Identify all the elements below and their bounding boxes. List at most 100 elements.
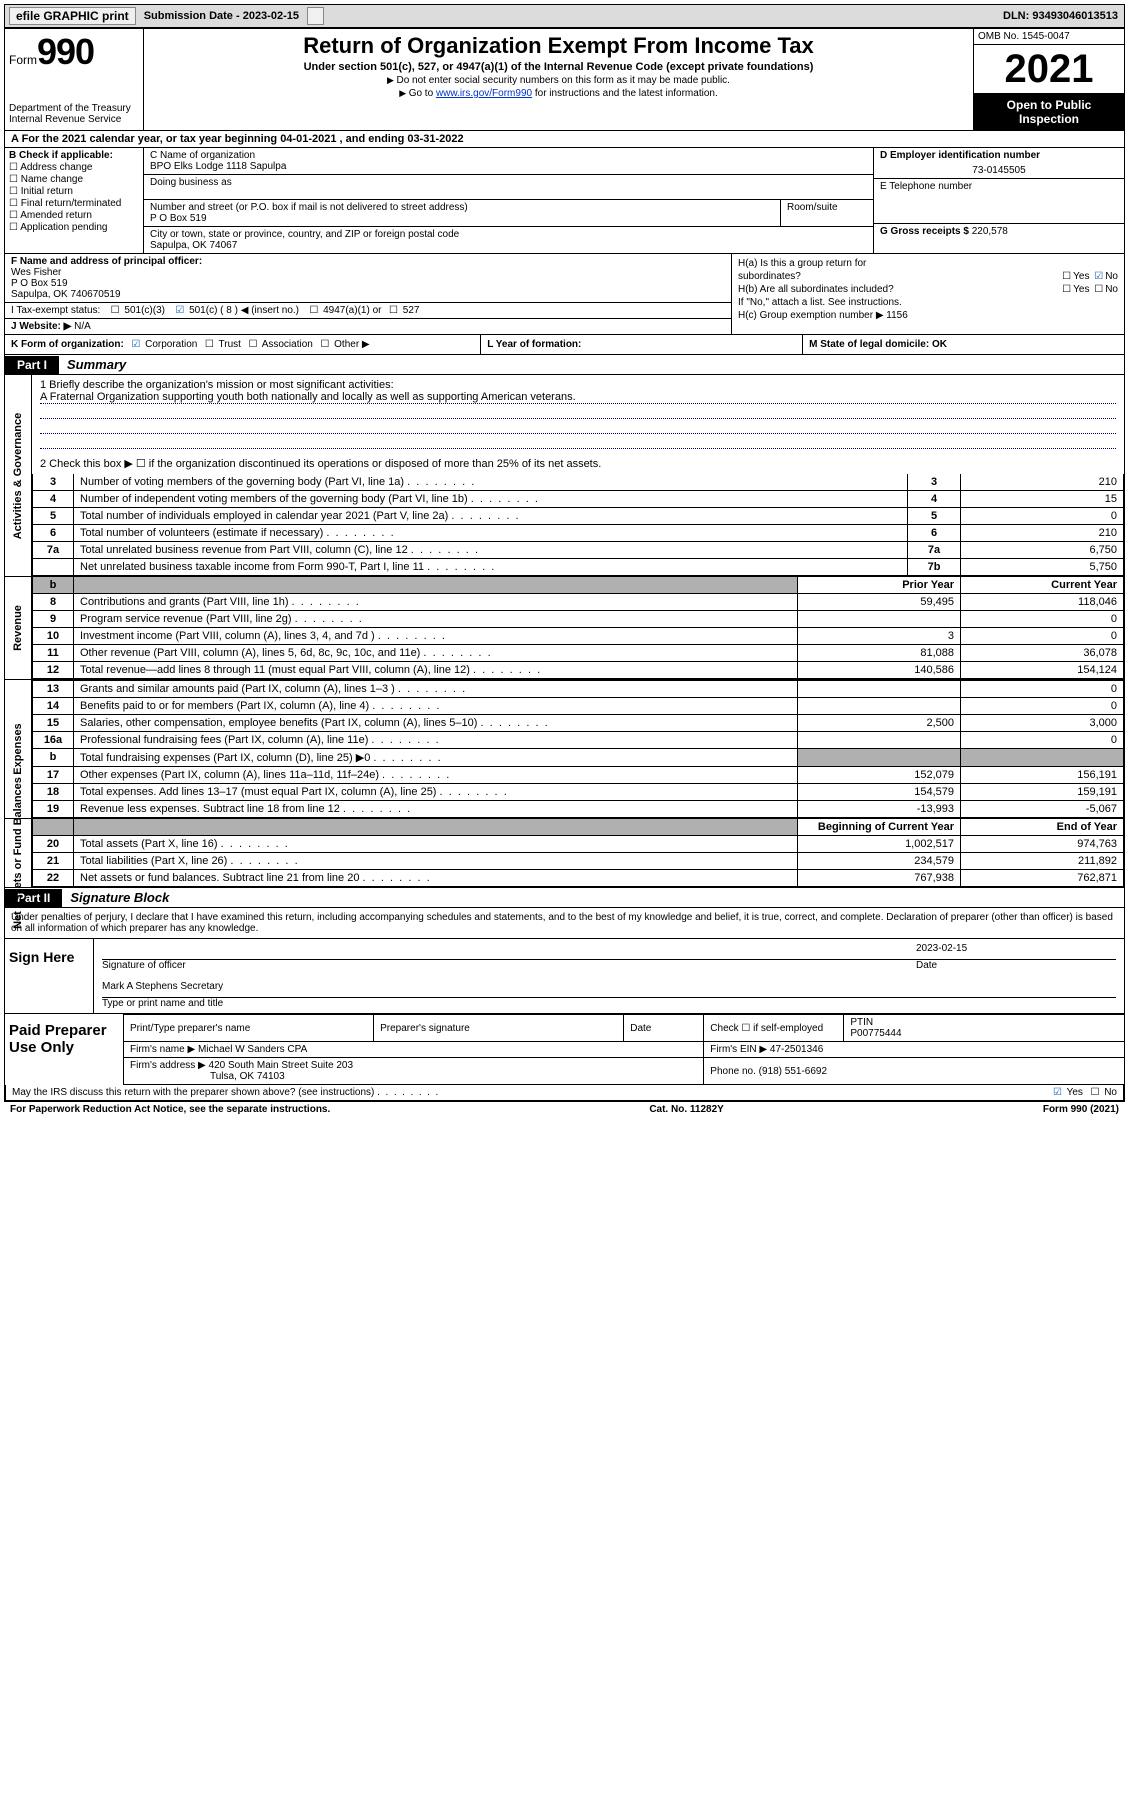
line-num: 3 bbox=[33, 474, 74, 491]
hc-label: H(c) Group exemption number ▶ 1156 bbox=[738, 310, 1118, 321]
chk-501c3[interactable] bbox=[109, 305, 122, 316]
line-value: 15 bbox=[961, 491, 1124, 508]
prior-value bbox=[798, 611, 961, 628]
prior-value: 3 bbox=[798, 628, 961, 645]
firm-addr: 420 South Main Street Suite 203 bbox=[209, 1060, 354, 1071]
signature-section: Under penalties of perjury, I declare th… bbox=[4, 908, 1125, 1102]
prior-value bbox=[798, 681, 961, 698]
line-num: 14 bbox=[33, 698, 74, 715]
chk-501c[interactable] bbox=[173, 305, 186, 316]
officer-addr2: Sapulpa, OK 740670519 bbox=[11, 289, 121, 300]
line-desc: Salaries, other compensation, employee b… bbox=[74, 715, 798, 732]
line-value: 0 bbox=[961, 508, 1124, 525]
hb-yes[interactable] bbox=[1060, 284, 1073, 295]
discuss-no[interactable] bbox=[1088, 1087, 1101, 1098]
form990-link[interactable]: www.irs.gov/Form990 bbox=[436, 88, 532, 99]
prior-value: -13,993 bbox=[798, 801, 961, 818]
line-desc: Program service revenue (Part VIII, line… bbox=[74, 611, 798, 628]
line-num: 7a bbox=[33, 542, 74, 559]
line-desc: Investment income (Part VIII, column (A)… bbox=[74, 628, 798, 645]
pra-notice: For Paperwork Reduction Act Notice, see … bbox=[10, 1104, 330, 1115]
no-lbl: No bbox=[1104, 1087, 1117, 1098]
l-label: L Year of formation: bbox=[487, 339, 581, 350]
efile-print-button[interactable]: efile GRAPHIC print bbox=[9, 7, 136, 25]
chk-corp[interactable] bbox=[129, 339, 142, 350]
chk-address[interactable]: Address change bbox=[9, 162, 139, 173]
prep-date-hdr: Date bbox=[624, 1015, 704, 1042]
submission-date-label: Submission Date - 2023-02-15 bbox=[144, 10, 299, 22]
ha-no[interactable] bbox=[1092, 271, 1105, 282]
tax-year: 2021 bbox=[974, 45, 1124, 94]
officer-typed-name: Mark A Stephens Secretary bbox=[102, 981, 1116, 997]
name-title-label: Type or print name and title bbox=[102, 998, 1116, 1009]
hb-no[interactable] bbox=[1092, 284, 1105, 295]
tel-label: E Telephone number bbox=[880, 181, 1118, 192]
line-code: 3 bbox=[908, 474, 961, 491]
current-value: 36,078 bbox=[961, 645, 1124, 662]
discuss-yes[interactable] bbox=[1051, 1087, 1064, 1098]
prior-value: 59,495 bbox=[798, 594, 961, 611]
line-desc: Total assets (Part X, line 16) bbox=[74, 836, 798, 853]
chk-assoc[interactable] bbox=[246, 339, 259, 350]
chk-app-pending[interactable]: Application pending bbox=[9, 222, 139, 233]
chk-527[interactable] bbox=[387, 305, 400, 316]
prior-value bbox=[798, 732, 961, 749]
part1-tab: Part I bbox=[5, 356, 59, 374]
line-num: 9 bbox=[33, 611, 74, 628]
ptin-value: P00775444 bbox=[850, 1028, 1118, 1039]
prior-value: 81,088 bbox=[798, 645, 961, 662]
current-value: 974,763 bbox=[961, 836, 1124, 853]
chk-amended[interactable]: Amended return bbox=[9, 210, 139, 221]
chk-4947[interactable] bbox=[307, 305, 320, 316]
may-discuss: May the IRS discuss this return with the… bbox=[12, 1087, 1051, 1098]
hdr-curr: Current Year bbox=[961, 577, 1124, 594]
hdr-end: End of Year bbox=[961, 819, 1124, 836]
lbl-assoc: Association bbox=[262, 339, 313, 350]
part2-title: Signature Block bbox=[62, 888, 177, 907]
line-desc: Contributions and grants (Part VIII, lin… bbox=[74, 594, 798, 611]
chk-trust[interactable] bbox=[203, 339, 216, 350]
line-desc: Total expenses. Add lines 13–17 (must eq… bbox=[74, 784, 798, 801]
current-value: 0 bbox=[961, 732, 1124, 749]
lbl-501c3: 501(c)(3) bbox=[124, 305, 165, 316]
line-num bbox=[33, 559, 74, 576]
ptin-label: PTIN bbox=[850, 1017, 1118, 1028]
line-num: 17 bbox=[33, 767, 74, 784]
hdr-begin: Beginning of Current Year bbox=[798, 819, 961, 836]
city-value: Sapulpa, OK 74067 bbox=[150, 240, 867, 251]
current-value: -5,067 bbox=[961, 801, 1124, 818]
firm-phone: (918) 551-6692 bbox=[759, 1066, 827, 1077]
current-value: 156,191 bbox=[961, 767, 1124, 784]
netassets-table: Beginning of Current Year End of Year 20… bbox=[32, 819, 1124, 887]
officer-exempt-block: F Name and address of principal officer:… bbox=[4, 254, 1125, 335]
chk-final[interactable]: Final return/terminated bbox=[9, 198, 139, 209]
ha-yes[interactable] bbox=[1060, 271, 1073, 282]
netassets-block: Net Assets or Fund Balances Beginning of… bbox=[4, 819, 1125, 888]
chk-name-change[interactable]: Name change bbox=[9, 174, 139, 185]
submission-dropdown[interactable] bbox=[307, 7, 324, 25]
row-k: K Form of organization: Corporation Trus… bbox=[4, 335, 1125, 355]
top-bar: efile GRAPHIC print Submission Date - 20… bbox=[4, 4, 1125, 28]
yes-lbl: Yes bbox=[1067, 1087, 1083, 1098]
form-header: Form990 Department of the Treasury Inter… bbox=[4, 28, 1125, 131]
city-label: City or town, state or province, country… bbox=[150, 229, 867, 240]
governance-block: Activities & Governance 1 Briefly descri… bbox=[4, 375, 1125, 577]
line1-label: 1 Briefly describe the organization's mi… bbox=[40, 379, 1116, 391]
line-desc: Net assets or fund balances. Subtract li… bbox=[74, 870, 798, 887]
line-num: 18 bbox=[33, 784, 74, 801]
addr-label: Number and street (or P.O. box if mail i… bbox=[150, 202, 774, 213]
instructions-note: Go to www.irs.gov/Form990 for instructio… bbox=[150, 88, 967, 99]
hb-label: H(b) Are all subordinates included? bbox=[738, 284, 894, 295]
row-a-tax-year: A For the 2021 calendar year, or tax yea… bbox=[4, 131, 1125, 148]
chk-other[interactable] bbox=[318, 339, 331, 350]
line-code: 7b bbox=[908, 559, 961, 576]
form-number: Form990 bbox=[9, 31, 139, 73]
lbl-trust: Trust bbox=[219, 339, 241, 350]
i-label: I Tax-exempt status: bbox=[11, 305, 100, 316]
chk-initial[interactable]: Initial return bbox=[9, 186, 139, 197]
b-label: B Check if applicable: bbox=[9, 150, 139, 161]
officer-addr1: P O Box 519 bbox=[11, 278, 68, 289]
part2-header: Part II Signature Block bbox=[4, 888, 1125, 908]
ein-value: 73-0145505 bbox=[880, 165, 1118, 176]
prior-value bbox=[798, 698, 961, 715]
